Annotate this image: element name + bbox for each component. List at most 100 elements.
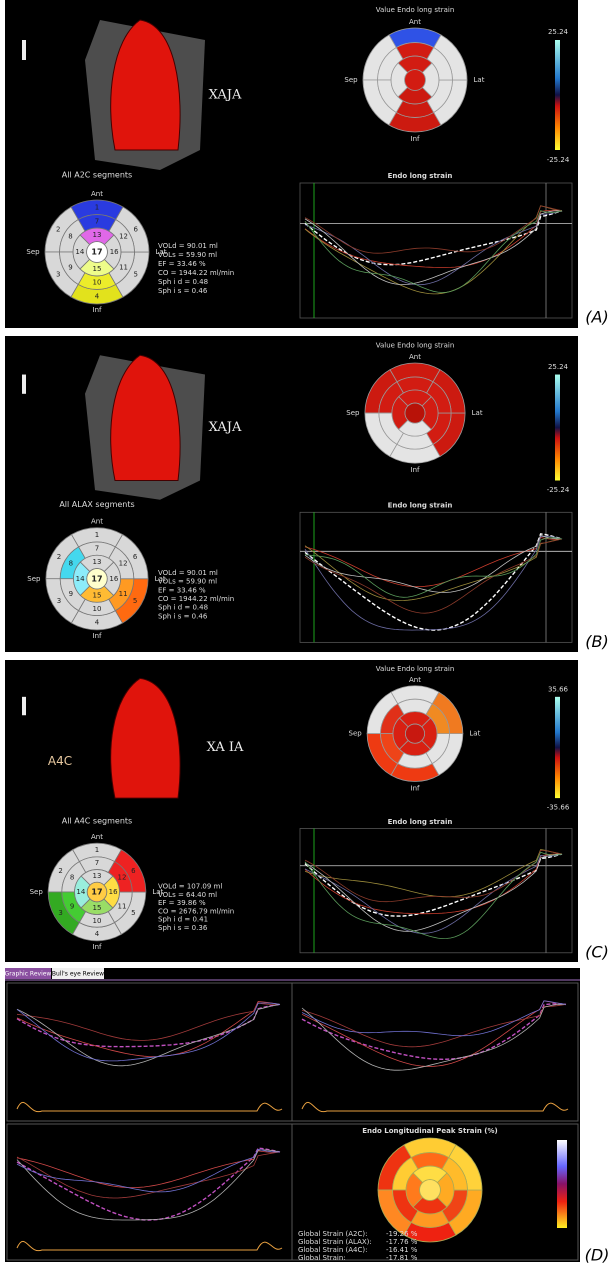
page: {"panels":[ {"label":"(A)","view_label":… [0,0,616,1266]
direction-label: Ant [91,518,103,526]
stat-line: Sph i s = 0.46 [158,612,208,620]
segment-label: 17 [91,574,102,583]
segments-title: All A4C segments [62,817,132,826]
segment-label: 6 [131,867,136,875]
stat-line: VOLd = 90.01 ml [158,242,218,250]
panel-label: (A) [585,308,608,327]
segment-label: 3 [58,909,62,917]
review-panel [292,983,578,1121]
strain-map-title: Value Endo long strain [376,342,455,350]
map-title: Endo Longitudinal Peak Strain (%) [362,1127,497,1135]
tab-label: Graphic Review [5,971,52,978]
segment-label: 3 [57,597,61,605]
view-label: XAJA [209,420,242,435]
stat-line: Sph i d = 0.48 [158,278,208,286]
echo-marker [22,375,26,394]
view-label: XAJA [209,88,242,103]
segment-label: 13 [93,231,102,239]
color-scale [555,697,560,798]
view-label: XA IA [207,740,244,755]
strain-map-title: Value Endo long strain [376,665,455,673]
direction-label: Lat [474,76,485,84]
direction-label: Inf [411,466,421,474]
stat-line: CO = 1944.22 ml/min [158,595,234,603]
segment-label: 10 [93,279,102,287]
direction-label: Sep [344,76,358,84]
segment-label: 8 [70,874,74,882]
segment-label: 13 [93,558,102,566]
segment-label: 4 [95,619,100,627]
segment-label: 14 [75,248,84,256]
stat-line: VOLd = 107.09 ml [158,883,222,891]
global-strain-value: -17.76 % [386,1238,418,1246]
direction-label: Ant [409,18,421,26]
direction-label: Ant [409,676,421,684]
segment-label: 1 [95,846,99,854]
segment-label: 12 [119,233,128,241]
direction-label: Inf [93,943,103,951]
stat-line: VOLs = 59.90 ml [158,578,217,586]
direction-label: Sep [349,730,363,738]
stat-line: VOLs = 64.40 ml [158,891,217,899]
segment-label: 15 [93,265,102,273]
segment-label: 7 [95,545,99,553]
stat-line: EF = 33.46 % [158,260,206,268]
segment-label: 11 [119,263,128,271]
global-strain-label: Global Strain (ALAX): [298,1238,372,1246]
segment-label: 16 [110,248,119,256]
segment-label: 8 [69,560,73,568]
stat-line: Sph i s = 0.36 [158,924,208,932]
segment-label: 11 [117,902,126,910]
segment-label: 1 [95,531,99,539]
direction-label: Sep [26,248,40,256]
plot-title: Endo long strain [388,818,453,826]
segment-label: 5 [131,909,135,917]
bullseye-segment [405,724,424,743]
segment-label: 3 [56,270,60,278]
plot-title: Endo long strain [388,172,453,180]
global-strain-value: -17.81 % [386,1254,418,1262]
panel-label: (B) [585,632,608,651]
tab-label: Bull's eye Review [52,971,104,978]
segment-label: 16 [109,888,118,896]
color-scale [557,1140,567,1228]
direction-label: Lat [469,730,480,738]
segment-label: 13 [93,872,102,880]
segment-label: 5 [133,270,137,278]
panel-label: (C) [585,942,609,961]
stat-line: Sph i d = 0.41 [158,916,208,924]
screenshot: XAJAAll A2C segments12345678910111213141… [0,0,616,1266]
segment-label: 2 [57,553,61,561]
view-name: A4C [48,754,72,768]
stat-line: EF = 33.46 % [158,586,206,594]
segment-label: 15 [93,592,102,600]
strain-map-title: Value Endo long strain [376,6,455,14]
segment-label: 2 [56,226,60,234]
scale-min: -25.24 [547,156,570,164]
direction-label: Ant [91,190,103,198]
direction-label: Sep [27,575,41,583]
echo-marker [22,40,26,60]
segments-title: All A2C segments [62,171,132,180]
segment-label: 12 [117,874,126,882]
stat-line: CO = 2676.79 ml/min [158,907,234,915]
global-strain-label: Global Strain: [298,1254,346,1262]
panel-label: (D) [585,1246,610,1265]
bullseye-segment [405,403,425,423]
segment-label: 7 [95,859,99,867]
segment-label: 11 [119,590,128,598]
direction-label: Ant [409,353,421,361]
bullseye-segment [405,70,426,91]
global-strain-label: Global Strain (A4C): [298,1246,367,1254]
segment-label: 14 [76,575,85,583]
scale-min: -25.24 [547,486,570,494]
segment-label: 17 [91,888,102,897]
segment-label: 10 [93,917,102,925]
segment-label: 4 [95,930,100,938]
global-strain-label: Global Strain (A2C): [298,1230,367,1238]
global-strain-value: -16.41 % [386,1246,418,1254]
segment-label: 6 [133,553,138,561]
segment-label: 1 [95,203,99,211]
scale-max: 35.66 [548,685,569,693]
review-panel [7,1124,292,1260]
